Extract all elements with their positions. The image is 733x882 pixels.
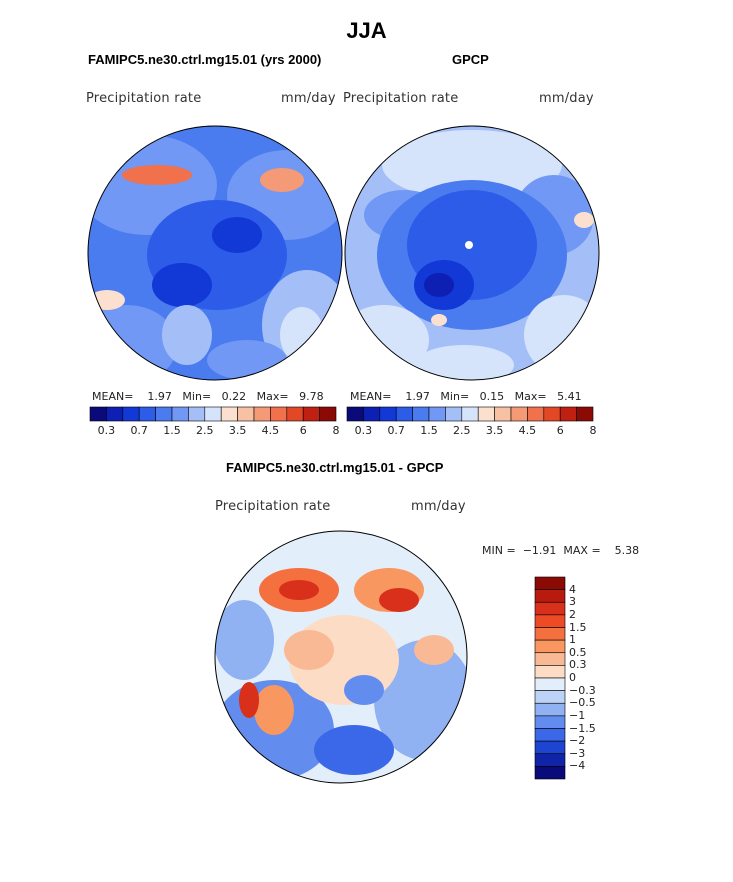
colorbar-swatch [543,406,561,422]
colorbar-swatch [461,406,479,422]
model-colorbar-labels: 0.3 0.7 1.5 2.5 3.5 4.5 6 8 [90,424,340,438]
colorbar-swatch [494,406,512,422]
colorbar-swatch [220,406,238,422]
colorbar-swatch [510,406,528,422]
colorbar-swatch [534,753,566,767]
colorbar-tick-label: 0.3 [569,658,587,672]
colorbar-tick-label: 2.5 [196,424,214,437]
colorbar-tick-label: 4.5 [261,424,280,437]
colorbar-tick-label: 0.3 [97,424,116,437]
model-stats: MEAN= 1.97 Min= 0.22 Max= 9.78 [92,390,324,403]
obs-colorbar-labels: 0.3 0.7 1.5 2.5 3.5 4.5 6 8 [347,424,597,438]
colorbar-swatch [122,406,140,422]
colorbar-swatch [534,652,566,666]
colorbar-swatch [171,406,189,422]
colorbar-swatch [412,406,430,422]
colorbar-tick-label: 6 [556,424,564,437]
colorbar-swatch [534,601,566,616]
diff-stats: MIN = −1.91 MAX = 5.38 [482,544,640,557]
model-panel-header: FAMIPC5.ne30.ctrl.mg15.01 (yrs 2000) [88,52,322,67]
diff-map [214,530,468,784]
obs-colorbar [346,406,594,422]
colorbar-swatch [286,406,304,422]
colorbar-swatch [534,715,566,729]
colorbar-swatch [534,576,566,590]
colorbar-tick-label: 0.7 [387,424,405,437]
diff-colorbar-labels: 4 3 2 1.5 1 0.5 0.3 0 −0.3 −0.5 −1 −1.5 −2 −3 −4 [569,577,609,779]
colorbar-tick-label: 0.3 [354,424,373,437]
colorbar-swatch [319,406,337,422]
colorbar-swatch [106,406,124,422]
colorbar-tick-label: 0 [569,671,576,684]
colorbar-swatch [534,665,566,679]
colorbar-tick-label: 4 [569,582,576,596]
colorbar-tick-label: −3 [569,746,586,760]
colorbar-tick-label: −0.3 [569,683,596,697]
colorbar-tick-label: 3.5 [485,424,504,437]
colorbar-swatch [428,406,446,422]
colorbar-tick-label: −0.5 [569,696,596,710]
colorbar-swatch [302,406,320,422]
diff-colorbar [534,576,566,780]
diff-panel-header: FAMIPC5.ne30.ctrl.mg15.01 - GPCP [226,460,444,475]
colorbar-swatch [477,406,495,422]
diff-variable-label: Precipitation rate [215,499,331,514]
colorbar-tick-label: 3 [569,595,576,609]
colorbar-tick-label: 0.5 [569,645,587,659]
colorbar-tick-label: −4 [569,759,586,773]
colorbar-swatch [188,406,206,422]
obs-variable-label: Precipitation rate [343,91,459,106]
colorbar-tick-label: 1.5 [420,424,438,437]
model-colorbar [89,406,337,422]
colorbar-tick-label: 4.5 [518,424,537,437]
colorbar-swatch [534,627,566,641]
diff-units-label: mm/day [411,499,466,514]
colorbar-tick-label: 1.5 [163,424,181,437]
colorbar-tick-label: 0.7 [130,424,148,437]
obs-map [344,125,600,381]
colorbar-swatch [576,406,594,422]
colorbar-tick-label: 2 [569,607,576,621]
colorbar-swatch [204,406,222,422]
colorbar-tick-label: 6 [299,424,307,437]
colorbar-tick-label: −1.5 [569,721,596,735]
colorbar-swatch [363,406,381,422]
colorbar-swatch [237,406,255,422]
colorbar-swatch [534,677,566,691]
colorbar-swatch [559,406,577,422]
obs-units-label: mm/day [539,91,594,106]
colorbar-swatch [253,406,271,422]
colorbar-tick-label: 3.5 [228,424,247,437]
model-units-label: mm/day [281,91,336,106]
model-map [87,125,343,381]
model-variable-label: Precipitation rate [86,91,202,106]
obs-stats: MEAN= 1.97 Min= 0.15 Max= 5.41 [350,390,582,403]
colorbar-tick-label: 1 [569,633,576,647]
colorbar-tick-label: 8 [332,424,340,437]
colorbar-swatch [534,639,566,654]
colorbar-swatch [445,406,463,422]
colorbar-swatch [395,406,413,422]
colorbar-swatch [155,406,173,422]
colorbar-swatch [379,406,397,422]
obs-panel-header: GPCP [452,52,489,67]
colorbar-swatch [534,740,566,755]
colorbar-tick-label: 1.5 [569,620,587,634]
colorbar-tick-label: −1 [569,708,586,722]
colorbar-swatch [138,406,156,422]
colorbar-swatch [534,766,566,780]
colorbar-swatch [527,406,545,422]
colorbar-swatch [534,702,566,717]
colorbar-swatch [270,406,288,422]
colorbar-swatch [346,406,364,422]
colorbar-swatch [89,406,107,422]
colorbar-tick-label: −2 [569,734,586,748]
colorbar-swatch [534,728,566,742]
colorbar-swatch [534,614,566,628]
page-title: JJA [346,18,387,43]
colorbar-tick-label: 2.5 [453,424,471,437]
colorbar-swatch [534,690,566,704]
colorbar-swatch [534,589,566,603]
colorbar-tick-label: 8 [589,424,597,437]
